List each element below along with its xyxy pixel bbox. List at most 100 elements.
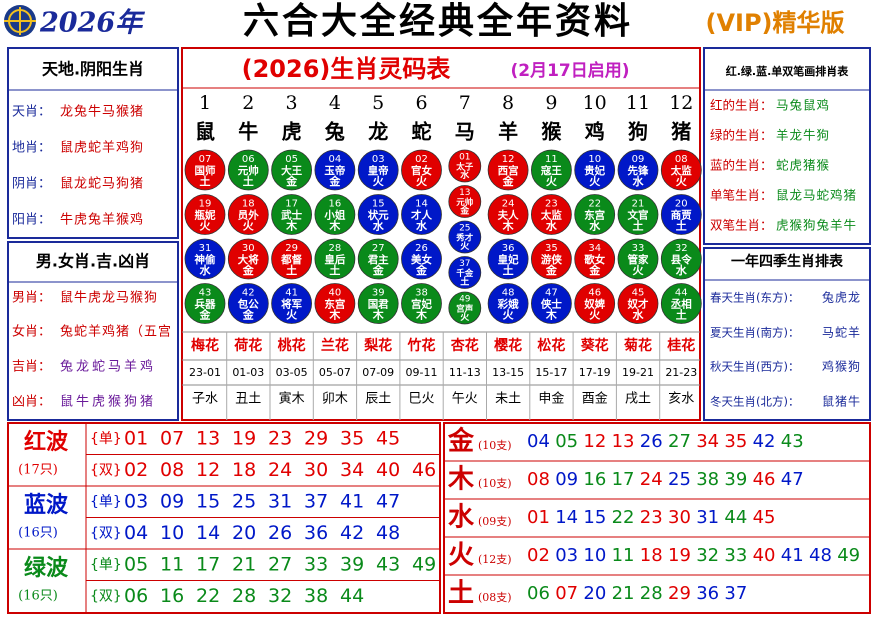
ball-number: 25 (459, 224, 470, 234)
element-number: 41 (781, 545, 804, 566)
ball-element: 木 (545, 308, 558, 322)
ball-element: 火 (589, 309, 601, 322)
ball-number: 28 (329, 243, 342, 254)
col-number: 8 (502, 92, 514, 114)
left-box-1 (7, 47, 179, 239)
ball-element: 金 (459, 205, 470, 217)
element-number: 25 (668, 469, 691, 490)
ball-number: 39 (372, 288, 385, 299)
element-number: 30 (668, 507, 691, 528)
ball (574, 238, 616, 280)
element-number: 29 (668, 583, 691, 604)
ball-number: 38 (415, 288, 428, 299)
wave-number: 31 (268, 491, 292, 513)
col-number: 3 (286, 92, 298, 114)
ball-element: 水 (676, 263, 688, 277)
col-number: 7 (459, 92, 471, 114)
wave-number: 26 (268, 522, 292, 544)
ball-name: 东宫 (584, 209, 605, 222)
wave-number: 37 (304, 491, 328, 513)
zodiac: 羊 (498, 120, 518, 144)
branch: 丑土 (235, 392, 261, 407)
ball-number: 04 (329, 154, 342, 165)
element-number: 06 (527, 583, 550, 604)
wave-name: 绿波 (24, 555, 69, 581)
row-label: 冬天生肖(北方)： (710, 395, 799, 409)
ball-number: 36 (502, 243, 515, 254)
panel-title: 天地.阴阳生肖 (42, 60, 144, 79)
ball-element: 火 (589, 175, 601, 188)
ball-number: 26 (415, 243, 428, 254)
element-number: 02 (527, 545, 550, 566)
col-number: 9 (545, 92, 557, 114)
ball (487, 283, 529, 324)
ball-number: 14 (415, 199, 428, 210)
ball (448, 149, 482, 183)
ball-number: 33 (632, 243, 645, 254)
ball (617, 283, 659, 324)
ball (448, 256, 482, 289)
wave-number: 30 (304, 459, 328, 481)
ball (314, 238, 356, 280)
element-number: 03 (555, 545, 578, 566)
branch: 亥水 (668, 392, 694, 407)
row-label: {单} (90, 557, 122, 573)
ball-number: 47 (545, 288, 558, 299)
element-number: 08 (527, 469, 550, 490)
wave-number: 46 (412, 459, 436, 481)
ball (401, 238, 442, 280)
panel-title: 红.绿.蓝.单双笔画排肖表 (726, 64, 850, 78)
element-number: 17 (612, 469, 635, 490)
flower: 竹花 (407, 337, 436, 354)
wave-number: 45 (376, 428, 400, 450)
ball-name: 奴婢 (583, 298, 605, 311)
hours: 21-23 (665, 366, 697, 379)
ball-number: 21 (632, 199, 645, 210)
ball-number: 11 (545, 154, 558, 165)
ball-element: 金 (242, 263, 255, 277)
row-value: 马蛇羊 (822, 325, 861, 340)
row-label: 凶肖： (12, 395, 51, 410)
ball-name: 侠士 (541, 298, 562, 311)
ball-name: 皇帝 (368, 164, 389, 177)
ball-name: 小姐 (323, 209, 345, 222)
ball-name: 县令 (671, 253, 692, 266)
row-label: {单} (90, 431, 122, 447)
wave-number: 10 (160, 522, 184, 544)
ball (487, 194, 529, 235)
wave-number: 03 (124, 491, 148, 513)
flower: 桂花 (666, 337, 695, 354)
element-number: 39 (724, 469, 747, 490)
ball (448, 291, 482, 325)
ball-name: 皇妃 (498, 253, 519, 266)
wave-number: 25 (232, 491, 256, 513)
ball (184, 194, 226, 235)
ball-number: 23 (545, 199, 558, 210)
ball (271, 238, 313, 280)
col-number: 10 (583, 92, 607, 114)
zodiac: 猴 (541, 120, 562, 144)
ball-element: 土 (633, 219, 644, 233)
ball-name: 秀才 (455, 233, 474, 244)
ball-name: 君主 (368, 253, 389, 266)
element-number: 13 (612, 431, 635, 452)
row-label: 夏天生肖(南方)： (710, 326, 799, 340)
zodiac: 鼠 (195, 120, 215, 144)
ball-number: 06 (242, 154, 255, 165)
ball (617, 238, 659, 280)
ball-number: 48 (502, 288, 515, 299)
col-number: 1 (199, 92, 211, 114)
element-number: 23 (640, 507, 663, 528)
ball-name: 神偷 (195, 253, 216, 266)
element-number: 33 (724, 545, 747, 566)
ball-name: 员外 (238, 209, 259, 222)
logo (4, 5, 36, 37)
ball-element: 土 (676, 219, 687, 233)
element-number: 01 (527, 507, 550, 528)
wave-number: 02 (124, 459, 148, 481)
wave-number: 34 (340, 459, 364, 481)
wave-number: 18 (232, 459, 256, 481)
ball (227, 194, 269, 235)
wave-number: 17 (196, 554, 220, 576)
wave-number: 04 (124, 522, 148, 544)
